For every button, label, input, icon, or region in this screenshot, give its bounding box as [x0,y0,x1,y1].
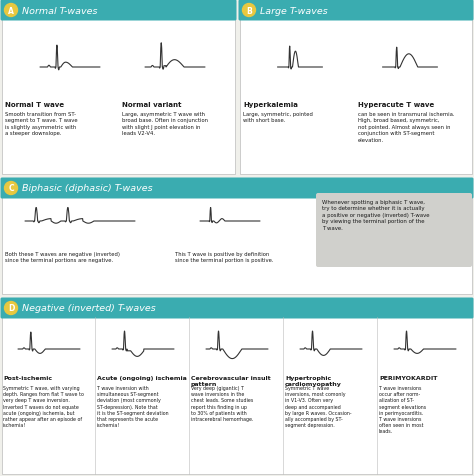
Circle shape [243,4,255,18]
Text: can be seen in transmural ischemia.
High, broad based, symmetric,
not pointed. A: can be seen in transmural ischemia. High… [358,112,455,142]
Text: Large T-waves: Large T-waves [260,7,328,15]
Text: Very deep (gigantic) T
wave inversions in the
chest leads. Some studies
report t: Very deep (gigantic) T wave inversions i… [191,385,254,421]
FancyBboxPatch shape [0,178,474,199]
FancyBboxPatch shape [0,298,474,319]
Text: T wave inversion with
simultaneous ST-segment
deviation (most commonly
ST-depres: T wave inversion with simultaneous ST-se… [97,385,169,427]
Text: This T wave is positive by definition
since the terminal portion is positive.: This T wave is positive by definition si… [175,251,273,263]
Text: Hyperkalemia: Hyperkalemia [243,102,298,108]
FancyBboxPatch shape [2,317,472,474]
Text: Biphasic (diphasic) T-waves: Biphasic (diphasic) T-waves [22,184,153,193]
FancyBboxPatch shape [238,0,474,21]
Text: Normal T wave: Normal T wave [5,102,64,108]
Text: Both these T waves are negative (inverted)
since the terminal portions are negat: Both these T waves are negative (inverte… [5,251,120,263]
Text: Post-ischemic: Post-ischemic [3,375,52,380]
Text: T wave inversions
occur after norm-
alization of ST-
segment elevations
in perim: T wave inversions occur after norm- aliz… [379,385,426,434]
Text: Hypertrophic
cardiomyopathy: Hypertrophic cardiomyopathy [285,375,342,386]
Circle shape [4,182,18,195]
FancyBboxPatch shape [2,198,472,294]
Text: PERIMYOKARDIT: PERIMYOKARDIT [379,375,438,380]
Text: Large, asymmetric T wave with
broad base. Often in conjunction
with slight J poi: Large, asymmetric T wave with broad base… [122,112,208,136]
Circle shape [4,4,18,18]
FancyBboxPatch shape [240,20,472,175]
FancyBboxPatch shape [316,194,472,268]
FancyBboxPatch shape [0,0,237,21]
FancyBboxPatch shape [2,20,235,175]
Text: Symmetric T wave, with varying
depth. Ranges from flat T wave to
very deep T wav: Symmetric T wave, with varying depth. Ra… [3,385,84,427]
Text: D: D [8,304,14,313]
Text: B: B [246,7,252,15]
Text: A: A [8,7,14,15]
Text: Whenever spotting a biphasic T wave,
try to determine whether it is actually
a p: Whenever spotting a biphasic T wave, try… [322,199,429,230]
Text: C: C [8,184,14,193]
Text: Symmetric T wave
inversions, most comonly
in V1-V3. Often very
deep and accompan: Symmetric T wave inversions, most comonl… [285,385,352,427]
Text: Hyperacute T wave: Hyperacute T wave [358,102,434,108]
Text: Negative (inverted) T-waves: Negative (inverted) T-waves [22,304,156,313]
Text: Cerebrovascular insult
pattern: Cerebrovascular insult pattern [191,375,271,386]
Text: Normal T-waves: Normal T-waves [22,7,98,15]
Text: Smooth transition from ST-
segment to T wave. T wave
is slightly asymmetric with: Smooth transition from ST- segment to T … [5,112,78,136]
Text: Acute (ongoing) ischemia: Acute (ongoing) ischemia [97,375,187,380]
Circle shape [4,302,18,315]
Text: Large, symmetric, pointed
with short base.: Large, symmetric, pointed with short bas… [243,112,313,123]
Text: Normal variant: Normal variant [122,102,182,108]
